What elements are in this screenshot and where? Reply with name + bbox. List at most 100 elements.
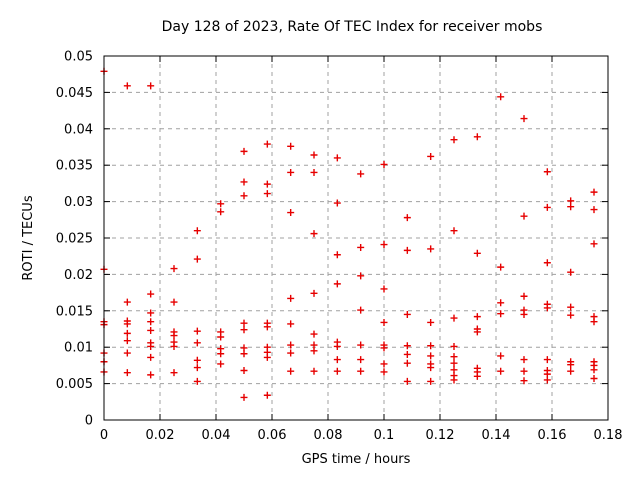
data-point-marker [287,142,295,150]
data-point-marker [147,353,155,361]
data-point-marker [287,294,295,302]
data-point-marker [543,356,551,364]
data-point-marker [310,347,318,355]
data-point-marker [543,259,551,267]
data-point-marker [310,289,318,297]
x-tick-label: 0.06 [258,428,287,443]
grid-lines [104,56,608,420]
x-tick-label: 0.1 [374,428,395,443]
data-point-marker [263,391,271,399]
x-tick-label: 0 [100,428,108,443]
data-point-marker [520,310,528,318]
data-point-marker [123,349,131,357]
chart-title: Day 128 of 2023, Rate Of TEC Index for r… [162,19,543,35]
data-point-marker [403,246,411,254]
y-tick-label: 0.025 [56,232,93,247]
data-point-marker [450,376,458,384]
data-point-marker [567,361,575,369]
data-point-marker [170,332,178,340]
data-point-marker [240,178,248,186]
x-tick-label: 0.18 [594,428,623,443]
data-point-marker [287,168,295,176]
data-point-marker [450,136,458,144]
data-point-marker [357,272,365,280]
data-point-marker [403,310,411,318]
data-point-marker [263,190,271,198]
y-tick-label: 0.04 [64,122,93,137]
tick-labels: 0 0.02 0.04 0.06 0.08 0.1 0.12 0.14 0.16 0.18 0 0.0… [56,50,623,444]
data-point-marker [497,310,505,318]
data-point-marker [147,82,155,90]
data-point-marker [263,140,271,148]
data-point-marker [240,319,248,327]
data-point-marker [333,154,341,162]
data-point-marker [333,280,341,288]
y-tick-label: 0.045 [56,86,93,101]
data-point-marker [497,299,505,307]
data-point-marker [263,180,271,188]
data-point-marker [357,367,365,375]
data-point-marker [427,377,435,385]
data-point-marker [497,93,505,101]
data-point-marker [170,369,178,377]
data-point-marker [240,192,248,200]
data-point-marker [520,292,528,300]
data-point-marker [450,359,458,367]
x-tick-label: 0.08 [314,428,343,443]
data-point-marker [333,251,341,259]
x-axis-label: GPS time / hours [302,452,411,467]
data-point-marker [380,344,388,352]
data-point-marker [240,366,248,374]
data-point-marker [590,240,598,248]
data-point-marker [123,82,131,90]
data-point-marker [403,342,411,350]
data-point-marker [497,263,505,271]
y-axis-label: ROTI / TECUs [21,195,36,280]
data-points [100,67,598,401]
x-tick-label: 0.02 [146,428,175,443]
data-point-marker [357,243,365,251]
data-point-marker [403,377,411,385]
data-point-marker [170,298,178,306]
data-point-marker [543,376,551,384]
data-point-marker [147,326,155,334]
data-point-marker [473,372,481,380]
data-point-marker [193,255,201,263]
data-point-marker [427,152,435,160]
data-point-marker [427,318,435,326]
data-point-marker [123,320,131,328]
data-point-marker [520,212,528,220]
data-point-marker [123,337,131,345]
data-point-marker [170,342,178,350]
data-point-marker [193,377,201,385]
plot-frame [103,55,609,421]
data-point-marker [193,327,201,335]
data-point-marker [357,306,365,314]
data-point-marker [520,356,528,364]
data-point-marker [287,367,295,375]
data-point-marker [380,241,388,249]
data-point-marker [357,170,365,178]
data-point-marker [240,147,248,155]
data-point-marker [567,303,575,311]
data-point-marker [497,367,505,375]
data-point-marker [427,364,435,372]
data-point-marker [543,168,551,176]
y-tick-label: 0.05 [64,50,93,65]
data-point-marker [590,188,598,196]
data-point-marker [590,318,598,326]
data-point-marker [473,249,481,257]
y-tick-label: 0 [85,414,93,429]
x-tick-label: 0.12 [426,428,455,443]
data-point-marker [240,350,248,358]
data-point-marker [240,393,248,401]
data-point-marker [567,367,575,375]
x-tick-label: 0.16 [538,428,567,443]
data-point-marker [380,160,388,168]
data-point-marker [543,203,551,211]
data-point-marker [567,268,575,276]
data-point-marker [450,353,458,361]
data-point-marker [380,318,388,326]
data-point-marker [287,320,295,328]
data-point-marker [310,330,318,338]
